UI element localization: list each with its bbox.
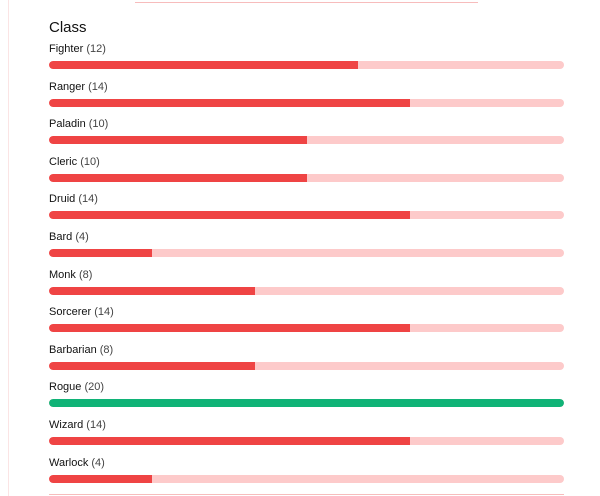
top-divider [135,2,478,3]
class-count: (14) [86,418,106,431]
progress-track [49,136,564,145]
class-row-druid: Druid (14) [49,192,564,230]
class-label: Warlock (4) [49,456,564,470]
class-count: (4) [91,456,105,469]
class-count: (14) [94,306,114,319]
class-label: Wizard (14) [49,418,564,432]
class-row-paladin: Paladin (10) [49,117,564,155]
class-label: Druid (14) [49,192,564,206]
progress-fill [49,211,410,220]
class-row-ranger: Ranger (14) [49,80,564,118]
progress-fill [49,324,410,333]
class-name: Warlock [49,456,89,469]
progress-track [49,211,564,220]
class-row-cleric: Cleric (10) [49,155,564,193]
class-count: (10) [88,118,109,131]
class-name: Bard [49,230,73,243]
class-name: Monk [49,268,76,281]
class-count: (20) [84,381,105,394]
class-label: Monk (8) [49,268,564,282]
class-count: (14) [88,80,108,93]
class-name: Ranger [49,80,86,93]
class-label: Ranger (14) [49,80,564,94]
class-count: (10) [80,155,100,168]
progress-track [49,361,564,370]
progress-track [49,248,564,257]
progress-fill [49,286,255,295]
class-row-bard: Bard (4) [49,230,564,268]
class-label: Fighter (12) [49,42,564,56]
class-name: Wizard [49,418,84,431]
class-label: Paladin (10) [49,117,564,131]
progress-fill [49,98,410,107]
progress-track [49,399,564,408]
left-border [8,0,9,496]
progress-fill [49,136,307,145]
progress-fill [49,173,307,182]
class-label: Barbarian (8) [49,343,564,357]
section-title: Class [49,19,87,36]
class-name: Paladin [49,118,86,131]
progress-track [49,436,564,445]
progress-track [49,286,564,295]
class-name: Cleric [49,155,78,168]
progress-track [49,474,564,483]
class-label: Sorcerer (14) [49,305,564,319]
class-label: Bard (4) [49,230,564,244]
class-row-barbarian: Barbarian (8) [49,343,564,381]
progress-fill [49,248,152,257]
class-count: (14) [78,193,98,206]
class-name: Druid [49,193,76,206]
class-name: Sorcerer [49,306,92,319]
class-count: (4) [75,230,89,243]
progress-track [49,61,564,69]
bottom-divider [49,494,564,495]
class-row-fighter: Fighter (12) [49,42,564,80]
progress-fill [49,361,255,370]
class-count: (8) [99,343,114,356]
progress-fill [49,399,564,408]
class-name: Fighter [49,43,84,55]
progress-track [49,98,564,107]
class-row-rogue: Rogue (20) [49,380,564,418]
class-name: Barbarian [49,343,97,356]
progress-fill [49,61,358,69]
class-row-sorcerer: Sorcerer (14) [49,305,564,343]
class-row-warlock: Warlock (4) [49,456,564,494]
progress-fill [49,474,152,483]
progress-fill [49,436,410,445]
class-row-monk: Monk (8) [49,268,564,306]
class-count: (12) [86,43,106,55]
class-count: (8) [78,268,93,281]
class-label: Rogue (20) [49,380,564,394]
class-section: Class Fighter (12) Ranger (14) Paladin (… [49,18,564,493]
progress-track [49,173,564,182]
progress-track [49,324,564,333]
class-row-wizard: Wizard (14) [49,418,564,456]
class-name: Rogue [49,381,82,394]
class-label: Cleric (10) [49,155,564,169]
